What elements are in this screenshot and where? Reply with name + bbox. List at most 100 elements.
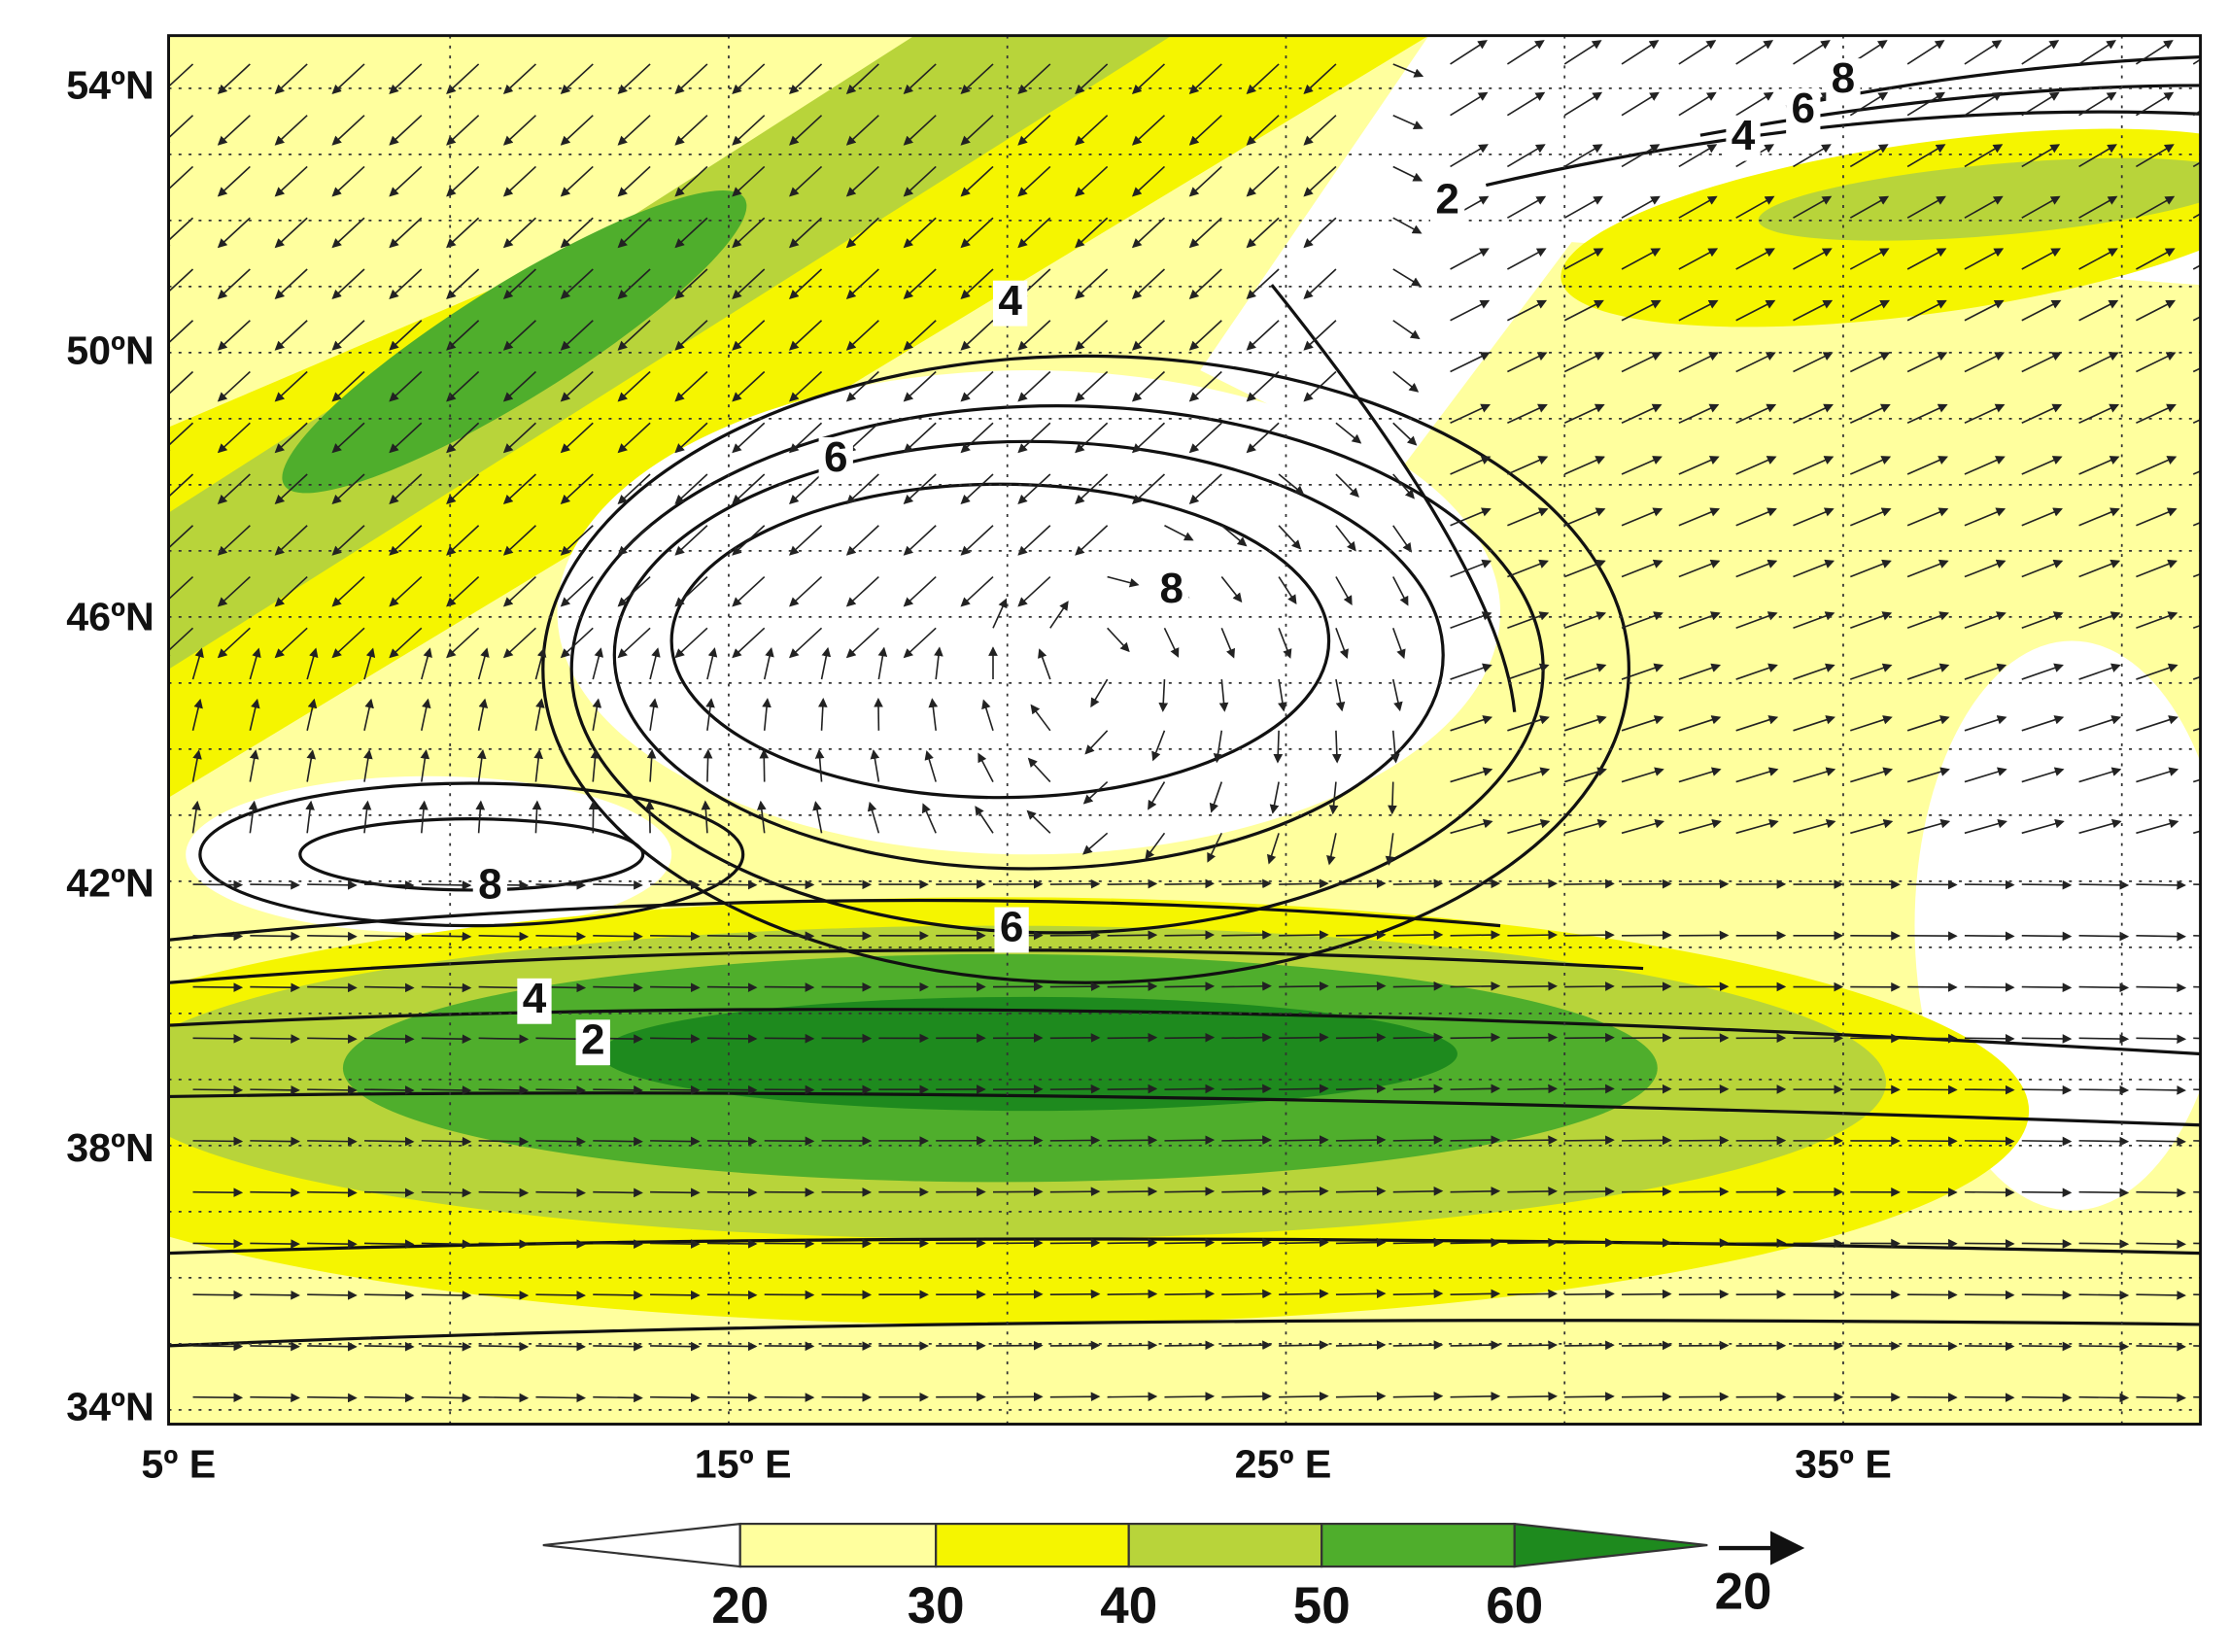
wind-arrow [250,1341,300,1352]
wind-arrow [2078,663,2121,680]
wind-arrow [650,879,701,890]
wind-arrow [1450,981,1501,991]
wind-arrow [389,422,423,454]
wind-arrow [1335,678,1346,712]
vector-key: 20 [1715,1531,1805,1620]
wind-arrow [535,1239,587,1250]
wind-arrow [732,217,766,249]
wind-arrow [1075,370,1109,402]
wind-arrow [960,63,994,94]
wind-arrow [560,115,594,146]
wind-arrow [2193,1190,2201,1193]
wind-arrow [1392,1237,1444,1248]
wind-arrow [1735,663,1778,680]
wind-arrow [1188,165,1222,197]
wind-arrow [1145,832,1166,860]
wind-arrow [1188,422,1222,454]
wind-arrow [363,931,415,942]
wind-arrow [1392,1032,1444,1043]
wind-arrow [1563,195,1604,219]
wind-arrow [502,217,536,249]
wind-arrow [363,1136,415,1147]
wind-arrow [1563,611,1607,630]
wind-arrow [1735,352,1776,373]
wind-arrow [307,1239,358,1249]
wind-arrow [306,647,319,680]
wind-arrow [617,165,651,197]
wind-arrow [2078,611,2121,630]
colorbar-cell [1513,1522,1708,1568]
wind-arrow [1793,663,1835,680]
wind-arrow [2136,1239,2187,1250]
wind-arrow [535,1136,587,1147]
wind-arrow [274,268,308,299]
wind-arrow [2136,880,2187,890]
wind-arrow [1392,1340,1444,1350]
wind-arrow [1107,1289,1158,1299]
wind-arrow [476,749,487,782]
wind-arrow [1507,248,1547,270]
wind-arrow [845,525,879,556]
wind-arrow [535,880,587,890]
wind-arrow [1678,559,1721,578]
wind-arrow [1735,248,1775,270]
wind-arrow [1164,1289,1216,1299]
wind-arrow [2193,1140,2201,1142]
wind-arrow [560,370,594,402]
wind-arrow [560,627,594,659]
contour-label: 4 [998,277,1022,325]
wind-arrow [1793,507,1835,527]
wind-arrow [1450,715,1493,732]
wind-arrow [1392,422,1418,446]
wind-arrow [1392,1186,1444,1196]
wind-arrow [1075,217,1109,249]
wind-arrow [1335,1084,1387,1094]
wind-arrow [1017,217,1051,249]
wind-arrow [903,627,937,659]
wind-arrow [1392,1392,1444,1401]
wind-arrow [1049,601,1069,629]
contour-label: 4 [523,975,547,1022]
wind-arrow [1335,930,1387,940]
contour [1699,84,2201,137]
wind-arrow [1303,268,1337,299]
wind-arrow [1507,611,1550,630]
wind-arrow [1621,352,1663,373]
wind-arrow [812,801,823,834]
wind-arrow [1507,715,1550,732]
wind-arrow [1563,40,1602,65]
wind-arrow [2136,767,2179,783]
wind-arrow [307,1085,358,1095]
contour [168,898,1501,942]
wind-arrow [1849,144,1889,168]
wind-arrow [1564,1187,1615,1196]
wind-arrow [845,165,879,197]
wind-arrow [762,698,772,731]
wind-arrow [1507,352,1548,373]
wind-arrow [1450,818,1493,835]
wind-arrow [1678,352,1719,373]
wind-arrow [1392,473,1415,499]
wind-arrow [814,748,825,782]
wind-arrow [1563,507,1606,527]
wind-arrow [1793,559,1835,578]
wind-arrow [1220,576,1243,603]
lon-labels: 5º E 15º E 25º E 35º E [141,1441,1891,1486]
wind-arrow [2078,1239,2130,1249]
wind-arrow [2021,663,2064,680]
wind-arrow [1328,781,1339,815]
wind-arrow [2193,1395,2201,1398]
wind-arrow [617,115,651,146]
lon-label: 25º E [1235,1441,1332,1486]
wind-arrow [2021,1239,2073,1249]
wind-arrow [903,268,937,299]
contour-label: 2 [581,1015,605,1063]
wind-arrow [1221,1237,1272,1248]
wind-arrow [363,1341,415,1352]
wind-arrow [2136,982,2187,993]
wind-arrow [191,749,202,782]
wind-arrow [560,63,594,94]
wind-arrow [650,1239,701,1249]
wind-arrow [1450,456,1492,475]
wind-arrow [1564,1392,1615,1401]
